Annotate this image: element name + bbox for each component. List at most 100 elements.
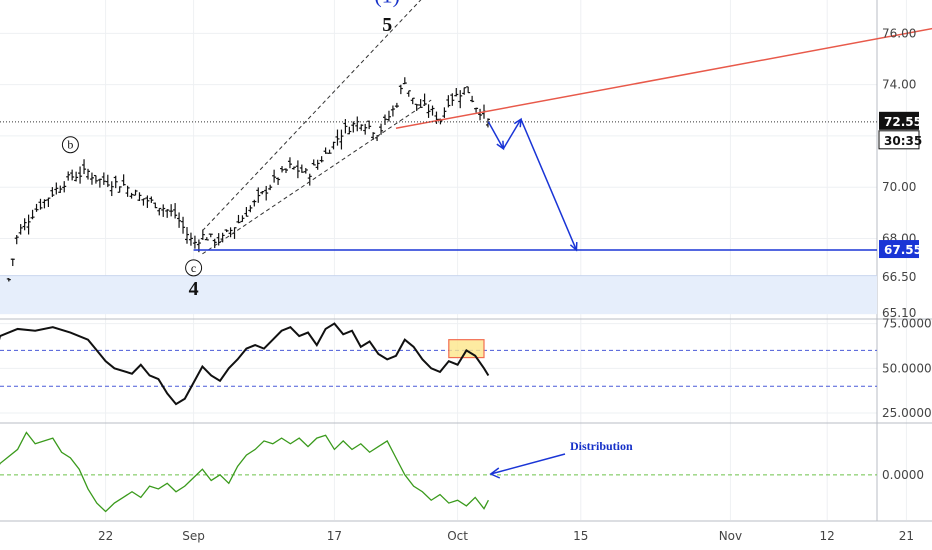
price-bar[interactable] [276, 177, 281, 185]
price-bar[interactable] [339, 129, 344, 150]
price-bar[interactable] [355, 116, 360, 132]
price-bar[interactable] [93, 174, 98, 184]
price-bar[interactable] [260, 191, 265, 195]
price-bar[interactable] [256, 187, 261, 203]
price-bar[interactable] [291, 166, 296, 170]
price-bar[interactable] [327, 149, 332, 154]
price-bar[interactable] [311, 159, 316, 166]
price-bar[interactable] [406, 90, 411, 97]
price-bar[interactable] [248, 205, 253, 213]
time-axis[interactable]: 22 Sep 17 Oct 15 Nov 12 21 [98, 529, 914, 543]
price-bar[interactable] [22, 218, 27, 231]
price-bar[interactable] [402, 77, 407, 85]
price-bar[interactable] [149, 196, 154, 203]
price-bar[interactable] [26, 214, 31, 235]
price-bar[interactable] [121, 174, 126, 186]
price-bar[interactable] [173, 203, 178, 219]
channel-upper-line[interactable] [202, 0, 510, 232]
price-bar[interactable] [442, 107, 447, 118]
price-bar[interactable] [125, 185, 130, 197]
channel-lower-line[interactable] [202, 99, 432, 255]
price-bar[interactable] [145, 195, 150, 208]
projection-segment[interactable] [487, 121, 505, 150]
price-bar[interactable] [240, 215, 245, 223]
price-bar[interactable] [307, 173, 312, 186]
price-bar[interactable] [252, 199, 257, 207]
price-bar[interactable] [379, 123, 384, 135]
price-bar[interactable] [192, 235, 197, 249]
price-bar[interactable] [188, 232, 193, 246]
price-bar[interactable] [478, 108, 483, 121]
price-bar[interactable] [66, 171, 71, 181]
price-bar[interactable] [363, 123, 368, 135]
price-bar[interactable] [343, 119, 348, 134]
price-bar[interactable] [303, 168, 308, 174]
price-bar[interactable] [390, 105, 395, 117]
price-bar[interactable] [474, 107, 479, 113]
price-bar[interactable] [70, 169, 75, 181]
price-bar[interactable] [137, 192, 142, 202]
price-bar[interactable] [244, 207, 249, 217]
price-bar[interactable] [414, 103, 419, 111]
price-bar[interactable] [97, 178, 102, 188]
price-bar[interactable] [153, 202, 158, 209]
price-bar[interactable] [216, 233, 221, 246]
price-bar[interactable] [458, 90, 463, 109]
price-bar[interactable] [426, 104, 431, 118]
price-bar[interactable] [157, 207, 162, 216]
price-bar[interactable] [133, 189, 138, 196]
price-bar[interactable] [485, 118, 490, 128]
price-bar[interactable] [323, 147, 328, 154]
price-bar[interactable] [82, 159, 87, 175]
price-bar[interactable] [109, 181, 114, 197]
price-bar[interactable] [299, 164, 304, 173]
price-bar[interactable] [295, 160, 300, 179]
price-bar[interactable] [105, 174, 110, 188]
price-bar[interactable] [466, 86, 471, 94]
price-bar[interactable] [418, 99, 423, 108]
price-bar[interactable] [394, 102, 399, 108]
price-bar[interactable] [236, 214, 241, 224]
projection-segment[interactable] [520, 118, 578, 251]
price-bar[interactable] [212, 238, 217, 249]
price-bar[interactable] [315, 159, 320, 170]
price-bar[interactable] [177, 212, 182, 228]
price-bar[interactable] [280, 166, 285, 173]
price-bar[interactable] [141, 198, 146, 206]
price-bar[interactable] [268, 184, 273, 191]
price-bar[interactable] [6, 278, 11, 282]
price-bar[interactable] [319, 156, 324, 163]
price-bar[interactable] [208, 233, 213, 238]
price-bar[interactable] [434, 111, 439, 124]
price-bar[interactable] [446, 95, 451, 108]
price-bar[interactable] [462, 87, 467, 95]
price-bar[interactable] [398, 84, 403, 95]
trendline[interactable] [395, 15, 932, 129]
highlight-box[interactable] [448, 339, 485, 359]
price-bar[interactable] [89, 172, 94, 185]
price-bar[interactable] [161, 204, 166, 217]
price-bar[interactable] [386, 110, 391, 122]
price-bar[interactable] [165, 209, 170, 218]
price-bar[interactable] [347, 126, 352, 135]
projection-segment[interactable] [502, 118, 522, 150]
price-bar[interactable] [410, 97, 415, 105]
price-bar[interactable] [185, 227, 189, 244]
price-bar[interactable] [430, 105, 435, 116]
price-bar[interactable] [101, 172, 106, 185]
price-bar[interactable] [470, 95, 475, 103]
price-bar[interactable] [34, 203, 39, 212]
price-bar[interactable] [129, 192, 134, 199]
price-bar[interactable] [287, 157, 292, 169]
price-bar[interactable] [38, 198, 43, 210]
price-bar[interactable] [42, 199, 47, 209]
price-bar[interactable] [284, 168, 288, 174]
price-bar[interactable] [450, 93, 455, 106]
price-bar[interactable] [204, 237, 209, 241]
price-bar[interactable] [335, 129, 340, 146]
price-bar[interactable] [78, 166, 83, 184]
price-bar[interactable] [228, 227, 233, 238]
price-bar[interactable] [30, 209, 35, 220]
price-bar[interactable] [169, 204, 174, 217]
price-bar[interactable] [58, 185, 63, 193]
